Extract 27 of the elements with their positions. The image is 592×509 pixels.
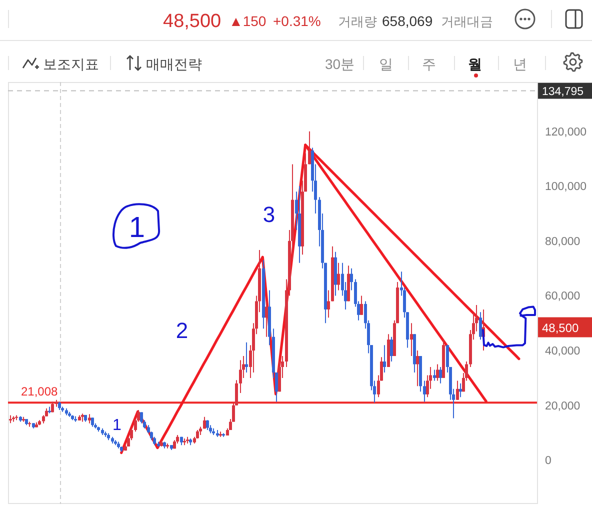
y-tick-label: 40,000 — [545, 346, 580, 358]
y-tick-label: 100,000 — [545, 181, 587, 194]
y-tick-label: 0 — [545, 455, 552, 468]
text: 년 — [513, 56, 527, 72]
text: 보조지표 — [43, 56, 99, 72]
annotation: 1 — [128, 212, 146, 244]
y-tick-label: 20,000 — [545, 400, 580, 412]
text: 거래량 — [338, 14, 377, 29]
annotation: 2 — [176, 318, 188, 343]
text: 월 — [468, 56, 482, 72]
y-tick-label: 60,000 — [545, 290, 580, 303]
text: 일 — [379, 56, 393, 72]
y-tick-label: 80,000 — [545, 236, 580, 248]
text: 거래대금 — [441, 14, 493, 29]
text: 48,500 — [542, 320, 580, 335]
y-tick-label: 120,000 — [545, 126, 587, 138]
text: 48,500 — [163, 11, 222, 32]
ref-line-label: 134,795 — [542, 86, 584, 98]
text: 30분 — [325, 56, 355, 72]
text: +0.31% — [273, 13, 321, 29]
text: 658,069 — [382, 13, 433, 29]
text: 주 — [422, 56, 436, 72]
text: ▲150 — [229, 13, 266, 29]
annotation: 3 — [262, 202, 276, 227]
annotation: 1 — [112, 417, 122, 434]
text: 매매전략 — [146, 56, 202, 72]
ref-line-label: 21,008 — [21, 384, 58, 399]
